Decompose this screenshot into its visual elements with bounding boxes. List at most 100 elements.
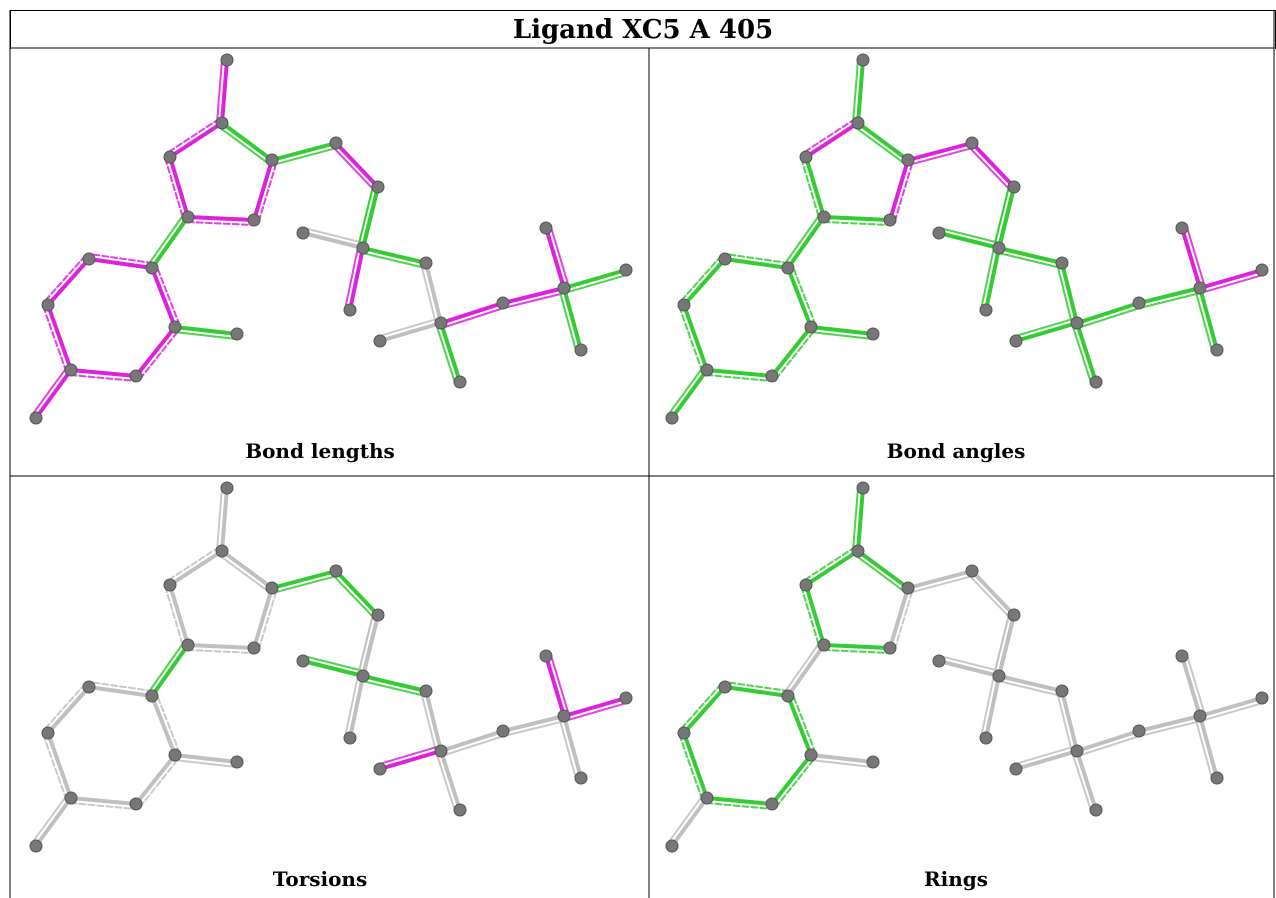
atom [665,839,679,853]
atom [215,116,229,130]
atom [265,153,279,167]
bond-neutral [252,586,278,651]
bond-neutral [1194,714,1219,781]
atom [419,256,433,270]
bonds [666,486,1265,848]
bond-outlier [216,58,229,125]
bond-pass [937,227,1002,250]
bond-pass [993,184,1016,250]
bond-pass [146,213,190,270]
atom [539,649,553,663]
atom [677,298,691,312]
atom [265,581,279,595]
atom [329,136,343,150]
atom [64,791,78,805]
atom [1070,744,1084,758]
atom [574,771,588,785]
atom [619,691,633,705]
atom [1007,180,1021,194]
bond-pass [822,215,892,226]
atom [1009,762,1023,776]
bond-pass [360,246,428,269]
atom [856,481,870,495]
atom [574,343,588,357]
atom [230,755,244,769]
bond-neutral [1137,714,1203,737]
bond-outlier [802,117,860,159]
atom [1009,334,1023,348]
bond-outlier [252,158,278,223]
atom [145,261,159,275]
atom [356,669,370,683]
atom [296,226,310,240]
bonds [666,58,1265,420]
bond-pass [678,731,709,801]
bond-outlier [544,653,570,718]
atom [992,669,1006,683]
atom [220,481,234,495]
atom [1255,263,1269,277]
atom [901,581,915,595]
bond-neutral [218,549,274,594]
bond-pass [1013,317,1079,343]
atom [677,726,691,740]
atom [979,303,993,317]
bond-outlier [906,141,975,166]
atom [817,210,831,224]
bond-outlier [42,303,73,373]
bond-neutral [1075,729,1142,757]
atom [965,136,979,150]
bond-neutral [166,545,224,587]
bond-outlier [134,325,180,381]
atom [168,320,182,334]
atom [1089,803,1103,817]
atom [163,578,177,592]
atom [1055,684,1069,698]
bonds [30,58,629,420]
atom [718,252,732,266]
atom [1210,343,1224,357]
bond-pass [852,58,865,125]
bond-outlier [43,254,91,307]
atom [1070,316,1084,330]
atom [765,797,779,811]
atom [932,226,946,240]
bond-neutral [420,261,443,326]
atom [419,684,433,698]
bond-pass [678,303,709,373]
atom [799,150,813,164]
atom [992,241,1006,255]
bond-neutral [150,693,181,757]
bond-outlier [166,117,224,159]
atom [82,680,96,694]
bond-pass [435,321,462,385]
atom [1193,281,1207,295]
atom [343,303,357,317]
bond-pass [1194,286,1219,353]
atom [817,638,831,652]
panel-rings: Rings [665,481,1269,891]
atoms [29,481,633,853]
atom [1210,771,1224,785]
atom [215,544,229,558]
bond-neutral [782,641,826,698]
bond-pass [218,121,274,166]
panel-grid [9,10,1275,898]
bond-neutral [42,731,73,801]
bond-pass [705,796,774,810]
panel-bond-lengths: Bond lengths [29,53,633,463]
bond-pass [980,245,1001,312]
bond-pass [331,569,380,620]
atom [1255,691,1269,705]
bond-outlier [186,215,256,226]
bond-neutral [216,486,229,553]
atom [718,680,732,694]
atom [168,748,182,762]
bond-pass [1056,261,1079,326]
figure-title: Ligand XC5 A 405 [10,10,1276,49]
panel-label: Rings [924,867,988,891]
bond-pass [357,184,380,250]
bond-outlier [69,368,138,382]
atom [1055,256,1069,270]
bond-neutral [173,753,239,768]
